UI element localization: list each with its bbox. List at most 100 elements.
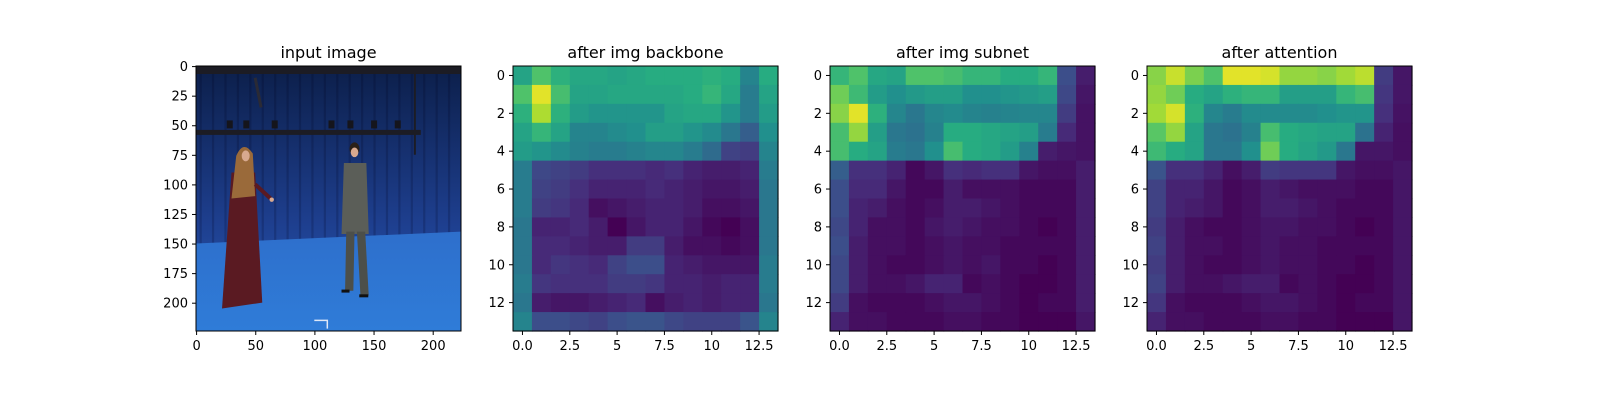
heatmap-cell	[1147, 255, 1167, 275]
heatmap-cell	[1038, 84, 1058, 105]
heatmap-cell	[569, 84, 590, 105]
heatmap-cell	[1374, 198, 1394, 219]
x-tick-label: 5	[613, 339, 621, 354]
heatmap-cell	[1165, 312, 1186, 332]
heatmap-cell	[962, 103, 983, 124]
curtain-fold	[211, 66, 215, 256]
axes-frame	[512, 65, 779, 332]
heatmap-cell	[1393, 274, 1413, 294]
heatmap-cell	[1203, 198, 1224, 219]
heatmap-cell	[848, 122, 869, 143]
heatmap-cell	[1076, 312, 1096, 332]
y-tick-label: 4	[1131, 145, 1139, 160]
heatmap-cell	[1317, 274, 1337, 294]
heatmap-cell	[1038, 217, 1058, 237]
heatmap-cell	[1279, 141, 1300, 162]
heatmap-cell	[1336, 66, 1356, 86]
heatmap-cell	[664, 122, 684, 143]
heatmap-cell	[1038, 293, 1058, 313]
heatmap-cell	[664, 160, 684, 181]
heatmap-cell	[981, 84, 1001, 105]
heatmap-cell	[1260, 255, 1281, 275]
heatmap-cell	[1222, 217, 1243, 237]
heatmap-cell	[664, 198, 684, 219]
heatmap-cell	[569, 103, 590, 124]
heatmap-cell	[924, 103, 945, 124]
heatmap-cell	[702, 198, 722, 219]
heatmap-cell	[830, 141, 850, 162]
heatmap-cell	[867, 217, 888, 237]
heatmap-cell	[1336, 141, 1356, 162]
heatmap-cell	[1057, 160, 1077, 181]
heatmap-cell	[513, 293, 533, 313]
axes-frame	[195, 65, 462, 332]
heatmap-cell	[683, 66, 703, 86]
heatmap-cell	[531, 312, 552, 332]
heatmap-cell	[1222, 236, 1243, 256]
heatmap-cell	[867, 103, 888, 124]
heatmap-cell	[924, 274, 945, 294]
heatmap-cell	[1165, 274, 1186, 294]
rig-camera	[328, 120, 335, 129]
heatmap-cell	[721, 84, 741, 105]
heatmap-cell	[867, 274, 888, 294]
heatmap-cell	[1203, 293, 1224, 313]
heatmap-cell	[1260, 274, 1281, 294]
heatmap-cell	[943, 198, 964, 219]
heatmap-cell	[550, 160, 571, 181]
heatmap-cell	[588, 66, 609, 86]
heatmap-cell	[981, 179, 1001, 200]
heatmap-cell	[962, 122, 983, 143]
panel-3: after attention 0.0 2.5 5 7.5 10 12.5 0 2 4 6 8 10 12	[1122, 43, 1413, 354]
heatmap-cell	[664, 293, 684, 313]
heatmap-cell	[1317, 84, 1337, 105]
y-tick-label: 10	[1122, 258, 1139, 273]
heatmap-cell	[1165, 103, 1186, 124]
heatmap-cell	[1336, 179, 1356, 200]
heatmap-cell	[905, 198, 926, 219]
heatmap-cell	[1374, 293, 1394, 313]
heatmap-cell	[607, 103, 628, 124]
heatmap-cell	[1057, 312, 1077, 332]
heatmap-cell	[1355, 179, 1375, 200]
heatmap-cell	[588, 217, 609, 237]
heatmap-cell	[1393, 312, 1413, 332]
heatmap-cell	[702, 103, 722, 124]
heatmap-cell	[848, 160, 869, 181]
heatmap-cell	[1222, 66, 1243, 86]
heatmap-cell	[886, 122, 907, 143]
heatmap-cell	[740, 255, 760, 275]
heatmap-cell	[1241, 84, 1262, 105]
heatmap-cell	[721, 141, 741, 162]
heatmap-cell	[867, 293, 888, 313]
x-tick-label: 0	[192, 339, 200, 354]
heatmap-cell	[759, 103, 779, 124]
heatmap-cells	[830, 66, 1096, 332]
y-tick-label: 6	[497, 183, 505, 198]
heatmap-cell	[513, 274, 533, 294]
heatmap-cell	[759, 66, 779, 86]
heatmap-cell	[1393, 293, 1413, 313]
heatmap-cell	[702, 84, 722, 105]
heatmap-cell	[740, 198, 760, 219]
heatmap-cell	[1260, 179, 1281, 200]
heatmap-cell	[1355, 312, 1375, 332]
heatmap-cell	[664, 274, 684, 294]
heatmap-cell	[943, 141, 964, 162]
heatmap-cell	[607, 160, 628, 181]
heatmap-cell	[1076, 198, 1096, 219]
heatmap-cell	[1038, 274, 1058, 294]
heatmap-cell	[1241, 122, 1262, 143]
heatmap-cell	[588, 103, 609, 124]
heatmap-cell	[1298, 312, 1318, 332]
heatmap-cell	[1355, 122, 1375, 143]
heatmap-cell	[1076, 274, 1096, 294]
heatmap-cell	[943, 122, 964, 143]
panel-title: after img backbone	[567, 43, 723, 62]
heatmap-cell	[1222, 84, 1243, 105]
y-tick-label: 75	[171, 149, 188, 164]
heatmap-cell	[759, 312, 779, 332]
heatmap-cell	[1019, 141, 1039, 162]
heatmap-cell	[924, 66, 945, 86]
y-tick-label: 100	[163, 178, 188, 193]
